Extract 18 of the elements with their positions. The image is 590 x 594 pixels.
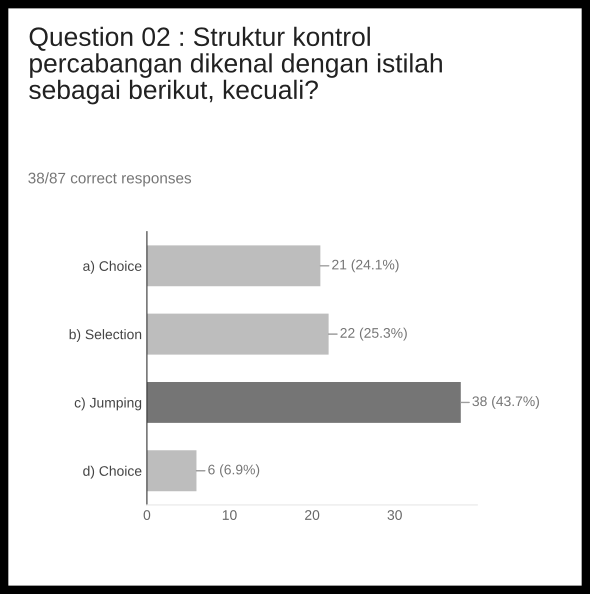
- chart-subtitle: 38/87 correct responses: [28, 172, 192, 186]
- bar: [146, 382, 461, 423]
- chart-title: Question 02 : Struktur kontrol percabangan dikenal dengan istilah sebagai berikut, kecuali?: [29, 26, 442, 104]
- y-tick-label: c) Jumping: [74, 397, 142, 410]
- data-label: 6 (6.9%): [208, 464, 260, 478]
- x-tick-label: 0: [144, 510, 150, 520]
- bar: [146, 450, 196, 492]
- data-label: 38 (43.7%): [472, 396, 539, 409]
- y-tick-label: d) Choice: [83, 466, 142, 479]
- x-tick-label: 30: [388, 510, 402, 520]
- bar: [146, 245, 320, 286]
- y-tick-label: b) Selection: [70, 329, 142, 342]
- data-label: 21 (24.1%): [332, 259, 399, 272]
- x-tick-label: 20: [305, 510, 320, 520]
- x-tick-label: 10: [222, 510, 237, 520]
- y-tick-label: a) Choice: [83, 260, 142, 274]
- bar: [146, 314, 329, 355]
- data-label: 22 (25.3%): [340, 328, 407, 341]
